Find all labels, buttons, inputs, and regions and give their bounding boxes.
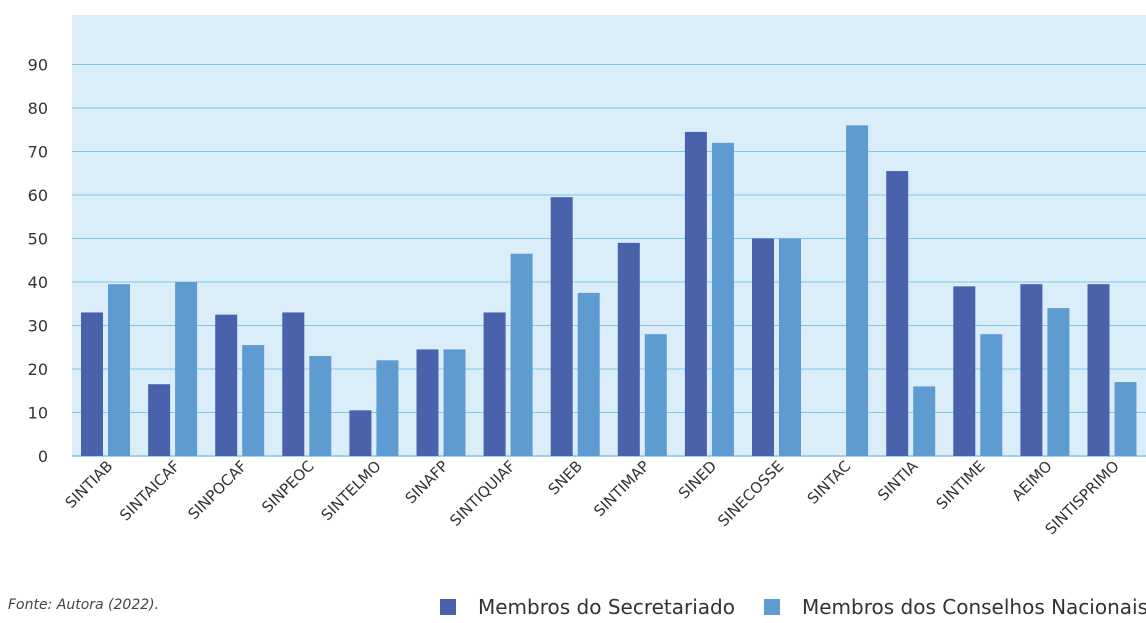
legend-item-secretariado: Membros do Secretariado: [440, 595, 735, 619]
bar: [510, 253, 533, 456]
bar: [483, 312, 506, 456]
x-tick-label: SINTIA: [874, 457, 922, 505]
y-tick-label: 60: [28, 186, 48, 205]
x-tick-label: SINAFP: [402, 457, 452, 507]
bar: [846, 125, 869, 457]
y-tick-label: 70: [28, 143, 48, 162]
bar: [175, 282, 198, 456]
legend-item-conselhos: Membros dos Conselhos Nacionais: [764, 595, 1146, 619]
bar: [1114, 382, 1137, 456]
x-axis-labels: SINTIAB SINTAICAF SINPOCAF SINPEOC SINTELMO S…: [62, 457, 1123, 539]
x-tick-label: SINTIMAP: [590, 457, 653, 520]
bar: [376, 360, 399, 456]
y-tick-label: 40: [28, 273, 48, 292]
x-tick-label: SINTIAB: [62, 457, 117, 512]
bar: [215, 314, 238, 456]
legend-swatch-conselhos: [764, 599, 780, 615]
y-axis-ticks: 0 10 20 30 40 50 60 70 80 90: [28, 56, 48, 467]
bar: [886, 171, 909, 456]
bar: [577, 292, 600, 456]
bar: [242, 345, 265, 456]
bar: [1047, 308, 1070, 456]
x-tick-label: SNEB: [545, 457, 586, 498]
bar: [711, 142, 734, 457]
bar: [1087, 284, 1110, 456]
bar: [282, 312, 305, 456]
x-tick-label: SINECOSSE: [714, 457, 787, 530]
bar: [309, 355, 332, 456]
y-tick-label: 20: [28, 360, 48, 379]
bar: [81, 312, 103, 456]
bars: [81, 125, 1137, 457]
bar: [148, 384, 171, 456]
y-tick-label: 30: [28, 317, 48, 336]
bar: [443, 349, 466, 456]
bar: [779, 238, 801, 456]
x-tick-label: SINTAC: [804, 457, 855, 508]
bar: [617, 242, 640, 456]
x-tick-label: SINTELMO: [318, 457, 385, 524]
x-tick-label: AEIMO: [1008, 457, 1055, 504]
y-tick-label: 50: [28, 230, 48, 249]
legend-label-secretariado: Membros do Secretariado: [478, 595, 735, 619]
bar: [550, 197, 573, 457]
legend-swatch-secretariado: [440, 599, 456, 615]
bar: [1020, 284, 1043, 456]
legend-label-conselhos: Membros dos Conselhos Nacionais: [802, 595, 1146, 619]
x-tick-label: SINED: [675, 457, 720, 502]
y-tick-label: 90: [28, 56, 48, 75]
bar: [416, 349, 439, 456]
bar: [684, 131, 707, 457]
x-tick-label: SINTAICAF: [116, 457, 183, 524]
bar: [108, 284, 130, 456]
x-tick-label: SINPEOC: [258, 457, 317, 516]
bar: [953, 286, 976, 456]
bar: [913, 386, 936, 456]
y-tick-label: 0: [38, 447, 48, 466]
x-tick-label: SINPOCAF: [184, 457, 250, 523]
bar: [644, 334, 667, 456]
y-tick-label: 80: [28, 99, 48, 118]
x-tick-label: SINTIME: [933, 457, 989, 513]
bar: [349, 410, 372, 456]
bar: [752, 238, 774, 456]
bar: [980, 334, 1003, 456]
x-tick-label: SINTIQUIAF: [446, 457, 519, 530]
y-tick-label: 10: [28, 404, 48, 423]
source-note: Fonte: Autora (2022).: [8, 597, 160, 613]
